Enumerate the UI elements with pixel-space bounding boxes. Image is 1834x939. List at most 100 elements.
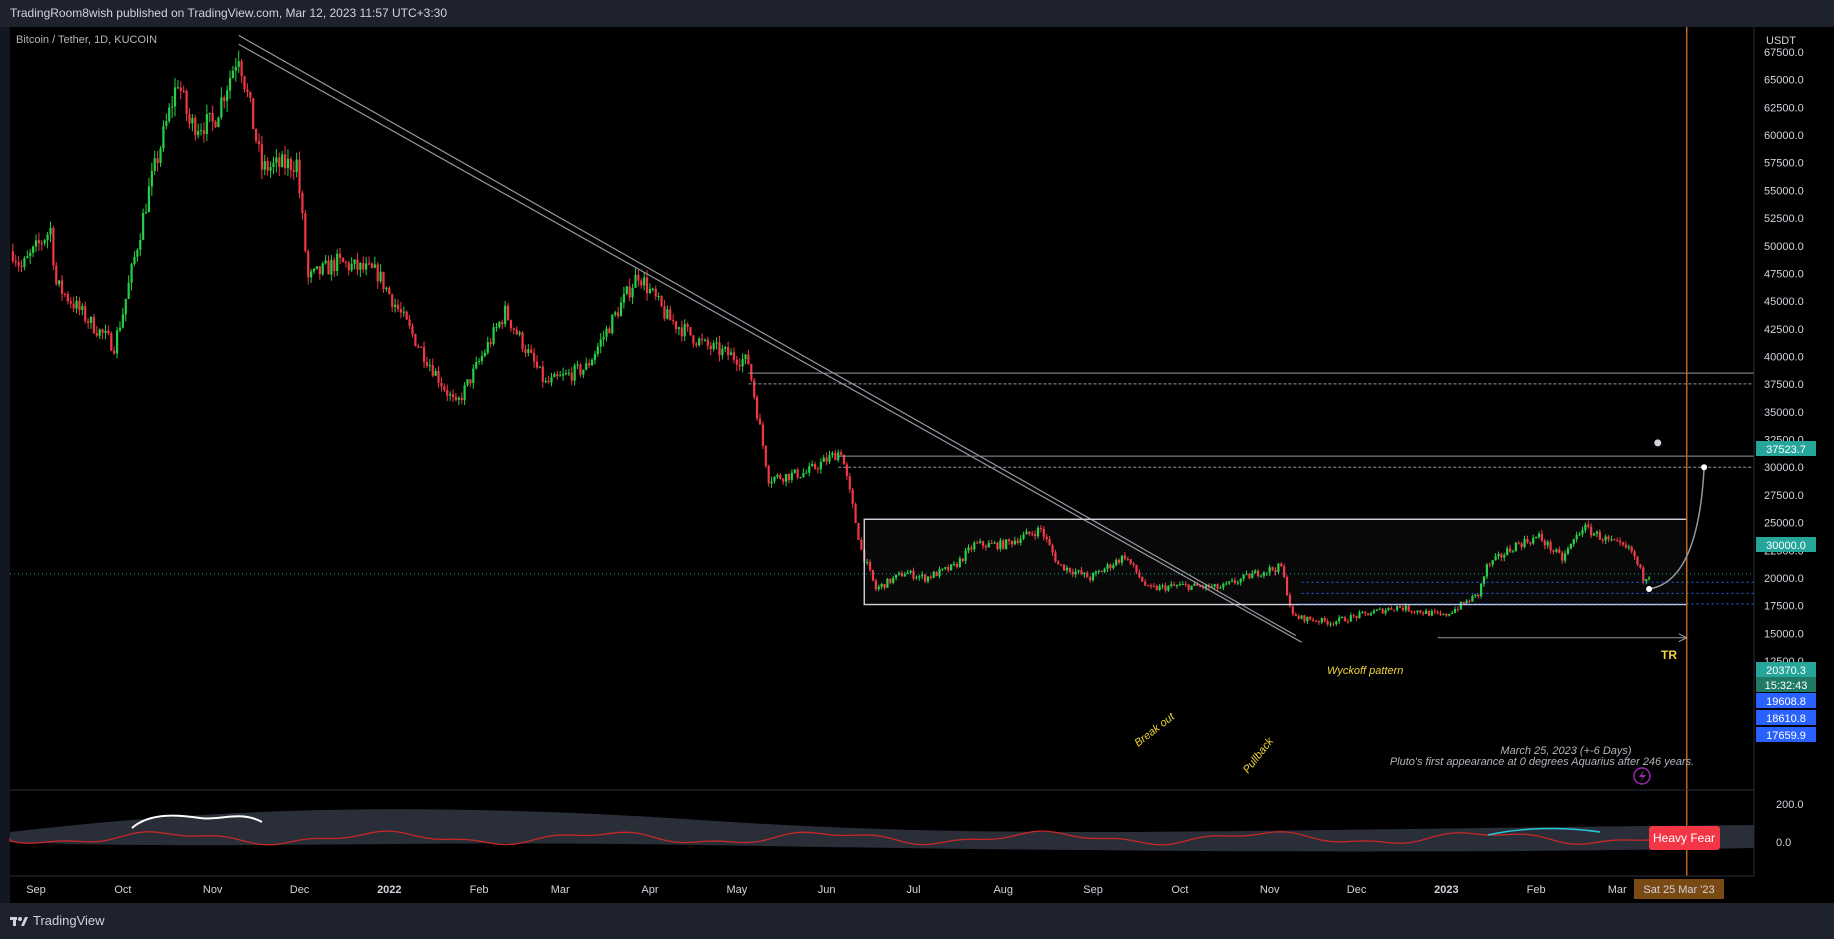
- candle: [793, 469, 796, 473]
- candle: [492, 327, 495, 344]
- candle: [799, 477, 802, 479]
- candle: [1549, 541, 1552, 551]
- candle: [1271, 567, 1274, 570]
- candle: [1193, 583, 1196, 586]
- candle: [338, 253, 342, 258]
- candle: [1601, 539, 1604, 541]
- time-arrow-head: [1678, 633, 1688, 643]
- y-tick-label: 55000.0: [1764, 185, 1804, 197]
- candle: [359, 263, 362, 270]
- candle: [113, 350, 116, 354]
- candle: [1346, 621, 1349, 623]
- candle: [1552, 550, 1555, 552]
- candle: [1427, 610, 1431, 616]
- candle: [1019, 538, 1022, 543]
- candle: [1277, 563, 1280, 572]
- candle: [1091, 573, 1095, 581]
- candle: [87, 321, 90, 323]
- candle: [654, 288, 657, 297]
- candle: [779, 474, 782, 479]
- candle: [1089, 577, 1092, 581]
- candle: [205, 114, 208, 135]
- candle: [1181, 583, 1184, 585]
- candle: [622, 293, 625, 303]
- candle: [921, 574, 924, 577]
- candle: [648, 289, 652, 293]
- candle: [886, 578, 889, 588]
- candle: [414, 334, 417, 347]
- candle: [1199, 585, 1202, 587]
- candle: [1523, 539, 1526, 547]
- candle: [935, 571, 938, 577]
- candle: [144, 212, 148, 214]
- candle: [310, 271, 313, 278]
- candle: [220, 97, 223, 118]
- candle: [564, 373, 568, 375]
- candle: [657, 296, 660, 298]
- candle: [822, 457, 825, 462]
- candle: [84, 306, 87, 322]
- candle: [214, 121, 217, 128]
- candle: [29, 252, 32, 257]
- publish-header: TradingRoom8wish published on TradingVie…: [0, 0, 1834, 27]
- candle: [805, 472, 808, 474]
- candle: [1230, 580, 1234, 582]
- candle: [854, 504, 857, 524]
- candle: [1329, 623, 1332, 625]
- candle: [312, 268, 316, 272]
- candle: [1016, 540, 1019, 543]
- candle: [756, 397, 759, 419]
- candle: [454, 397, 458, 400]
- candle: [475, 362, 478, 369]
- candle: [776, 474, 779, 477]
- price-tag-text: 15:32:43: [1765, 680, 1808, 692]
- candle: [1445, 613, 1448, 616]
- candle: [1060, 564, 1063, 566]
- candle: [1291, 605, 1294, 615]
- candle: [1543, 540, 1546, 546]
- candle: [903, 574, 906, 577]
- lightning-icon: [1633, 767, 1651, 785]
- candle: [162, 125, 165, 149]
- candle: [556, 373, 559, 376]
- candle: [347, 262, 350, 271]
- candle: [1164, 585, 1167, 591]
- candle: [1613, 539, 1616, 541]
- candle: [834, 452, 837, 461]
- candle: [987, 542, 990, 548]
- indicator-pane: 200.0 0.0 Heavy Fear: [9, 789, 1804, 852]
- x-tick-label: Feb: [1527, 884, 1546, 896]
- candle: [637, 274, 640, 281]
- candle: [929, 576, 932, 578]
- event-date-label: March 25, 2023 (+-6 Days): [1500, 745, 1631, 757]
- price-tag-text: 30000.0: [1766, 540, 1806, 552]
- candle: [49, 228, 52, 235]
- candle: [472, 368, 475, 384]
- x-tick-label: Dec: [1347, 884, 1367, 896]
- tradingview-logo[interactable]: TradingView: [10, 913, 105, 928]
- candle: [98, 329, 101, 336]
- candle: [1636, 556, 1639, 565]
- candle: [197, 131, 200, 136]
- candle: [411, 325, 414, 335]
- candle: [944, 567, 947, 569]
- candle: [767, 466, 770, 484]
- candle: [802, 473, 805, 478]
- candle: [1630, 546, 1633, 552]
- candle: [1520, 543, 1523, 547]
- candle: [1358, 612, 1361, 619]
- time-axis[interactable]: Sep Oct Nov Dec 2022 Feb Mar Apr May Jun Jul Aug Sep…: [10, 875, 1754, 899]
- candle: [1146, 585, 1150, 587]
- candle: [20, 265, 23, 268]
- candle: [382, 271, 385, 290]
- y-tick-label: 35000.0: [1764, 407, 1804, 419]
- candle: [283, 154, 287, 169]
- candle: [437, 370, 440, 383]
- symbol-title[interactable]: Bitcoin / Tether, 1D, KUCOIN: [16, 34, 158, 46]
- candle: [561, 373, 565, 376]
- candle: [188, 114, 191, 124]
- publish-info: TradingRoom8wish published on TradingVie…: [10, 6, 448, 20]
- chart-frame[interactable]: [10, 27, 1834, 903]
